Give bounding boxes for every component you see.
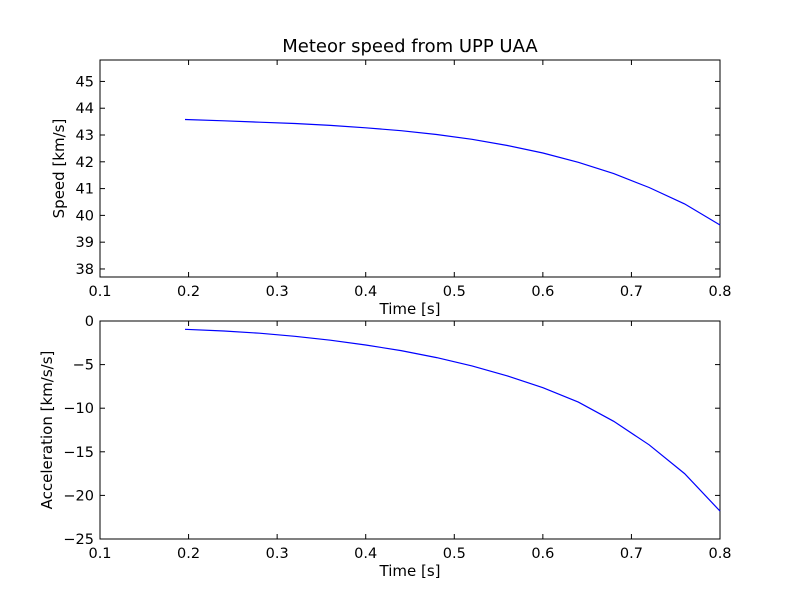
acceleration-x-tick-label: 0.6 (531, 546, 554, 562)
speed-x-axis-label: Time [s] (379, 300, 441, 318)
speed-y-tick-label: 40 (76, 208, 94, 224)
acceleration-x-tick-label: 0.7 (620, 546, 643, 562)
acceleration-plot-frame (99, 320, 721, 540)
speed-x-tick-label: 0.8 (708, 284, 731, 300)
speed-chart-title: Meteor speed from UPP UAA (282, 36, 538, 57)
speed-y-tick-label: 42 (76, 155, 94, 171)
acceleration-chart: 0.1 0.2 0.3 0.4 0.5 0.6 0.7 0.8 0 −5 −10 −15 −20 −25 T… (38, 314, 732, 580)
acceleration-x-tick-label: 0.8 (708, 546, 731, 562)
speed-plot-frame (99, 59, 721, 278)
speed-chart: 0.1 0.2 0.3 0.4 0.5 0.6 0.7 0.8 38 39 40 41 42 43 44 45… (50, 36, 732, 318)
speed-x-tick-label: 0.6 (531, 284, 554, 300)
speed-y-tick-label: 38 (76, 262, 94, 278)
acceleration-x-tick-label: 0.1 (88, 546, 111, 562)
acceleration-series-line (184, 328, 721, 512)
speed-x-tick-label: 0.1 (88, 284, 111, 300)
speed-y-tick-label: 44 (76, 101, 94, 117)
speed-x-tick-label: 0.3 (266, 284, 289, 300)
acceleration-y-axis-label: Acceleration [km/s/s] (38, 351, 56, 510)
speed-y-tick-label: 39 (76, 235, 94, 251)
acceleration-x-tick-label: 0.3 (266, 546, 289, 562)
speed-y-tick-label: 43 (76, 128, 94, 144)
speed-y-tick-label: 45 (76, 74, 94, 90)
speed-x-tick-label: 0.7 (620, 284, 643, 300)
acceleration-x-tick-label: 0.5 (443, 546, 466, 562)
acceleration-y-tick-label: −5 (73, 358, 94, 374)
acceleration-y-tick-label: −25 (63, 532, 94, 548)
acceleration-x-tick-label: 0.2 (177, 546, 200, 562)
acceleration-x-tick-label: 0.4 (354, 546, 377, 562)
speed-x-tick-label: 0.2 (177, 284, 200, 300)
acceleration-y-tick-label: 0 (85, 314, 94, 330)
speed-y-axis-label: Speed [km/s] (50, 119, 68, 219)
speed-y-tick-label: 41 (76, 182, 94, 198)
acceleration-y-tick-label: −15 (63, 445, 94, 461)
speed-x-tick-label: 0.4 (354, 284, 377, 300)
acceleration-y-tick-label: −20 (63, 488, 94, 504)
acceleration-x-axis-label: Time [s] (379, 562, 441, 580)
speed-series-line (184, 118, 721, 226)
speed-x-tick-label: 0.5 (443, 284, 466, 300)
acceleration-y-tick-label: −10 (63, 401, 94, 417)
